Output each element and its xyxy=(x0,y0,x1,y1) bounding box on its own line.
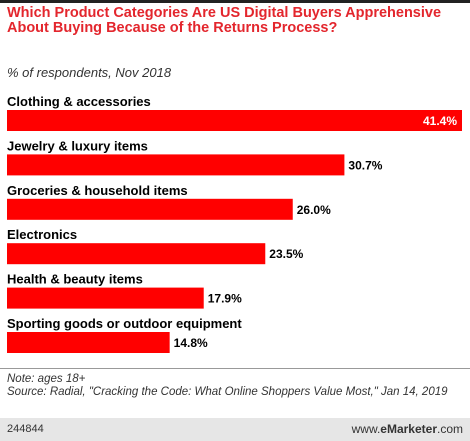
value-label-jewelry-and-luxury-items: 30.7% xyxy=(348,158,382,172)
value-label-groceries-and-household-items: 26.0% xyxy=(297,203,331,217)
bar-sporting-goods-or-outdoor-equipment xyxy=(7,332,170,353)
value-label-electronics: 23.5% xyxy=(269,247,303,261)
category-label-electronics: Electronics xyxy=(7,227,77,242)
credit-prefix: www. xyxy=(351,422,381,436)
chart-id: 244844 xyxy=(7,423,44,435)
category-label-clothing-and-accessories: Clothing & accessories xyxy=(7,94,151,109)
value-label-clothing-and-accessories: 41.4% xyxy=(423,114,457,128)
bar-chart: Clothing & accessories 41.4% Jewelry & lux… xyxy=(7,94,462,353)
credit-suffix: .com xyxy=(436,422,463,436)
chart-title: Which Product Categories Are US Digital … xyxy=(7,5,442,36)
category-label-health-and-beauty-items: Health & beauty items xyxy=(7,272,143,287)
bar-jewelry-and-luxury-items xyxy=(7,154,345,176)
bar-groceries-and-household-items xyxy=(7,198,293,220)
footer-rule xyxy=(0,368,470,369)
footer-bar: 244844 www.eMarketer.com xyxy=(0,418,470,441)
bar-clothing-and-accessories xyxy=(7,110,462,131)
category-label-jewelry-and-luxury-items: Jewelry & luxury items xyxy=(7,138,148,153)
value-label-sporting-goods-or-outdoor-equipment: 14.8% xyxy=(174,336,208,350)
value-label-health-and-beauty-items: 17.9% xyxy=(208,292,242,306)
top-rule xyxy=(0,0,470,3)
source-text: Source: Radial, "Cracking the Code: What… xyxy=(7,386,448,398)
category-label-sporting-goods-or-outdoor-equipment: Sporting goods or outdoor equipment xyxy=(7,316,242,331)
note-text: Note: ages 18+ xyxy=(7,373,86,385)
bar-electronics xyxy=(7,243,266,265)
credit-link[interactable]: www.eMarketer.com xyxy=(352,422,463,436)
credit-brand: eMarketer xyxy=(380,422,437,436)
chart-subtitle: % of respondents, Nov 2018 xyxy=(7,65,172,80)
chart-notes: Note: ages 18+ Source: Radial, "Cracking… xyxy=(7,373,462,399)
category-label-groceries-and-household-items: Groceries & household items xyxy=(7,183,188,198)
bar-health-and-beauty-items xyxy=(7,287,204,309)
